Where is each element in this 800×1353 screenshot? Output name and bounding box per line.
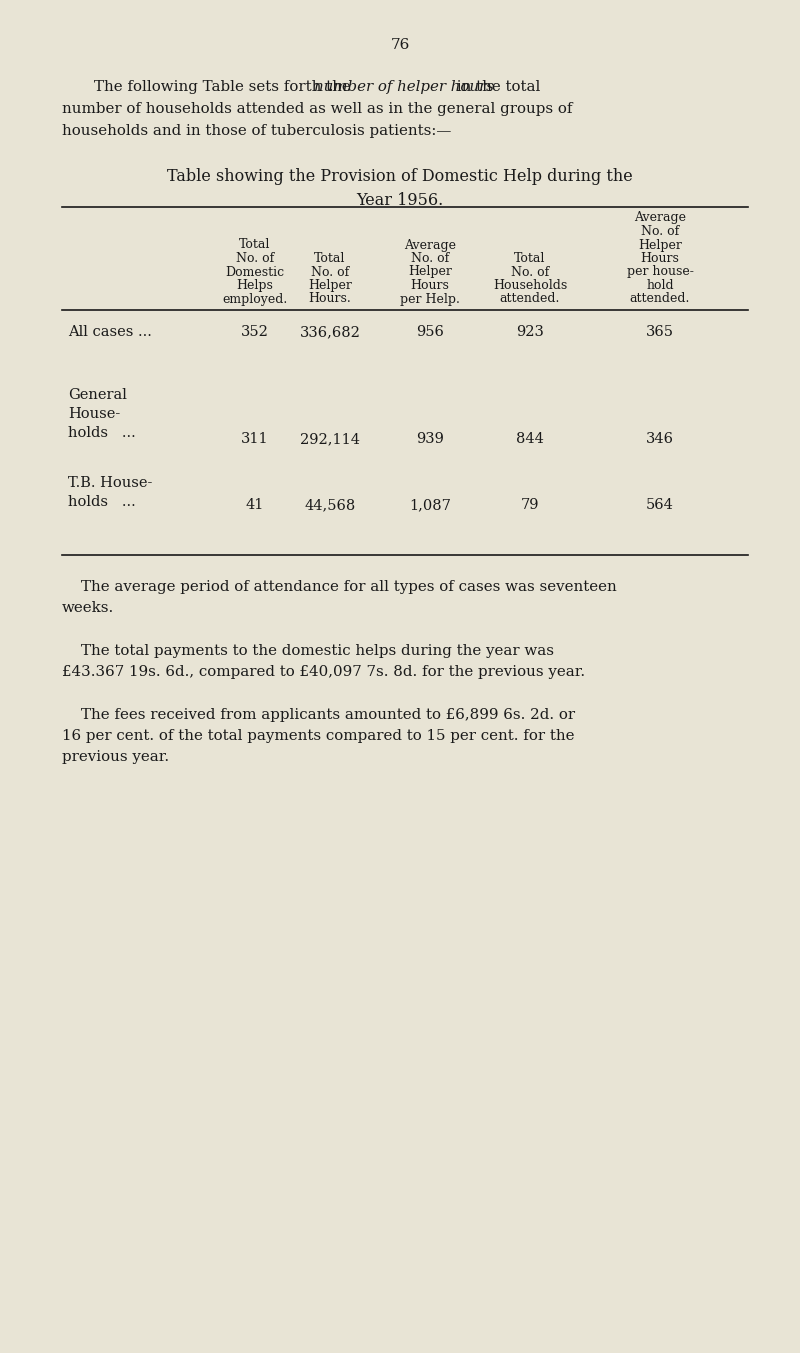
Text: 844: 844 <box>516 432 544 446</box>
Text: No. of: No. of <box>236 252 274 265</box>
Text: Average: Average <box>404 238 456 252</box>
Text: The total payments to the domestic helps during the year was: The total payments to the domestic helps… <box>62 644 554 658</box>
Text: 352: 352 <box>241 325 269 340</box>
Text: 564: 564 <box>646 498 674 511</box>
Text: in the total: in the total <box>452 80 540 93</box>
Text: hold: hold <box>646 279 674 292</box>
Text: per Help.: per Help. <box>400 292 460 306</box>
Text: 16 per cent. of the total payments compared to 15 per cent. for the: 16 per cent. of the total payments compa… <box>62 729 574 743</box>
Text: Hours: Hours <box>410 279 450 292</box>
Text: number of helper hours: number of helper hours <box>314 80 494 93</box>
Text: No. of: No. of <box>511 265 549 279</box>
Text: 76: 76 <box>390 38 410 51</box>
Text: House-: House- <box>68 407 120 421</box>
Text: Table showing the Provision of Domestic Help during the: Table showing the Provision of Domestic … <box>167 168 633 185</box>
Text: 311: 311 <box>241 432 269 446</box>
Text: £43.367 19s. 6d., compared to £40,097 7s. 8d. for the previous year.: £43.367 19s. 6d., compared to £40,097 7s… <box>62 666 585 679</box>
Text: 292,114: 292,114 <box>300 432 360 446</box>
Text: 956: 956 <box>416 325 444 340</box>
Text: Helper: Helper <box>638 238 682 252</box>
Text: No. of: No. of <box>641 225 679 238</box>
Text: Domestic: Domestic <box>226 265 285 279</box>
Text: 365: 365 <box>646 325 674 340</box>
Text: 41: 41 <box>246 498 264 511</box>
Text: General: General <box>68 388 127 402</box>
Text: 44,568: 44,568 <box>304 498 356 511</box>
Text: 346: 346 <box>646 432 674 446</box>
Text: attended.: attended. <box>630 292 690 306</box>
Text: Households: Households <box>493 279 567 292</box>
Text: No. of: No. of <box>311 265 349 279</box>
Text: per house-: per house- <box>626 265 694 279</box>
Text: 923: 923 <box>516 325 544 340</box>
Text: All cases ...: All cases ... <box>68 325 152 340</box>
Text: Helps: Helps <box>237 279 274 292</box>
Text: Total: Total <box>239 238 270 252</box>
Text: The fees received from applicants amounted to £6,899 6s. 2d. or: The fees received from applicants amount… <box>62 708 575 723</box>
Text: number of households attended as well as in the general groups of: number of households attended as well as… <box>62 101 573 116</box>
Text: employed.: employed. <box>222 292 288 306</box>
Text: Average: Average <box>634 211 686 225</box>
Text: holds   ...: holds ... <box>68 426 136 440</box>
Text: Year 1956.: Year 1956. <box>356 192 444 208</box>
Text: 79: 79 <box>521 498 539 511</box>
Text: Hours.: Hours. <box>309 292 351 306</box>
Text: Total: Total <box>314 252 346 265</box>
Text: weeks.: weeks. <box>62 601 114 616</box>
Text: Total: Total <box>514 252 546 265</box>
Text: households and in those of tuberculosis patients:—: households and in those of tuberculosis … <box>62 124 451 138</box>
Text: attended.: attended. <box>500 292 560 306</box>
Text: The following Table sets forth the: The following Table sets forth the <box>75 80 355 93</box>
Text: previous year.: previous year. <box>62 750 169 764</box>
Text: Helper: Helper <box>308 279 352 292</box>
Text: 336,682: 336,682 <box>299 325 361 340</box>
Text: Hours: Hours <box>641 252 679 265</box>
Text: Helper: Helper <box>408 265 452 279</box>
Text: T.B. House-: T.B. House- <box>68 476 152 490</box>
Text: No. of: No. of <box>411 252 449 265</box>
Text: 939: 939 <box>416 432 444 446</box>
Text: The average period of attendance for all types of cases was seventeen: The average period of attendance for all… <box>62 580 617 594</box>
Text: 1,087: 1,087 <box>409 498 451 511</box>
Text: holds   ...: holds ... <box>68 495 136 509</box>
